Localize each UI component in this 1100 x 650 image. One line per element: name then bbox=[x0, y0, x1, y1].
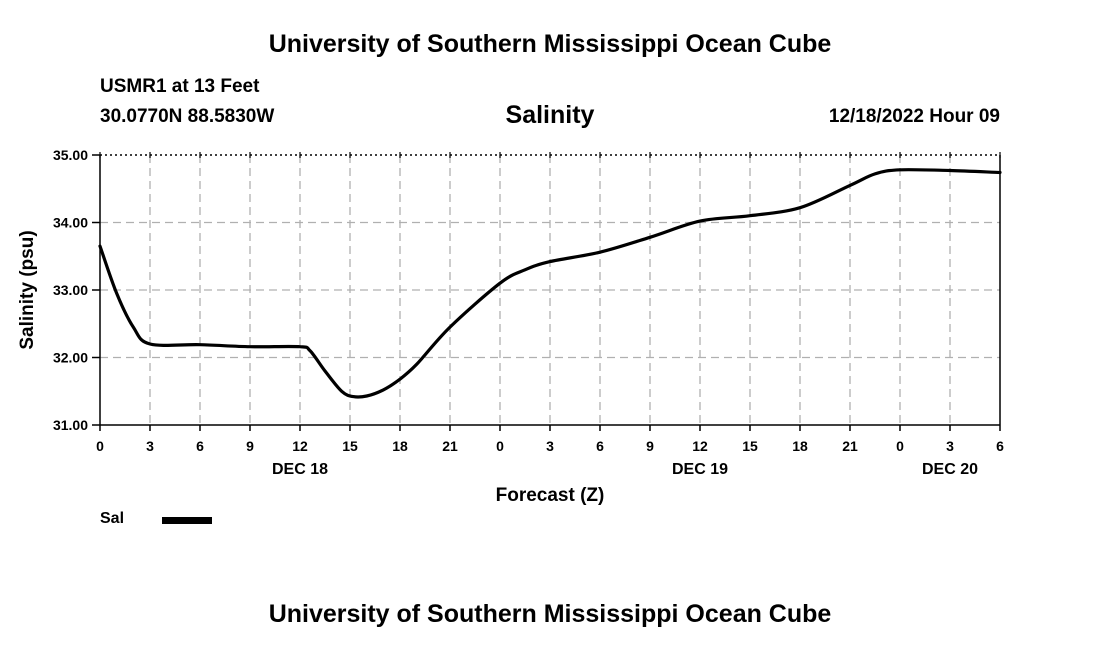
x-tick-label: 18 bbox=[392, 438, 408, 454]
x-tick-label: 21 bbox=[842, 438, 858, 454]
y-tick-label: 32.00 bbox=[53, 350, 88, 366]
x-tick-label: 6 bbox=[996, 438, 1004, 454]
x-tick-label: 9 bbox=[646, 438, 654, 454]
axis-ticks bbox=[92, 152, 1001, 431]
station-label: USMR1 at 13 Feet bbox=[100, 76, 260, 97]
x-tick-label: 12 bbox=[292, 438, 308, 454]
x-tick-label: 3 bbox=[546, 438, 554, 454]
series-line-sal bbox=[98, 168, 1002, 399]
date-label: DEC 18 bbox=[272, 461, 328, 478]
x-tick-label: 6 bbox=[596, 438, 604, 454]
date-label: DEC 20 bbox=[922, 461, 978, 478]
y-tick-label: 35.00 bbox=[53, 147, 88, 163]
legend-label: Sal bbox=[100, 510, 125, 527]
x-tick-label: 0 bbox=[496, 438, 504, 454]
x-tick-label: 3 bbox=[146, 438, 154, 454]
y-tick-label: 31.00 bbox=[53, 417, 88, 433]
x-tick-label: 18 bbox=[792, 438, 808, 454]
x-tick-label: 12 bbox=[692, 438, 708, 454]
series-layer bbox=[98, 168, 1002, 399]
axis-labels: 0 3 6 9 12 15 18 21 0 3 6 9 12 15 18 21 0 3 6 31.00 32.00 33.… bbox=[17, 147, 1004, 506]
x-tick-label: 0 bbox=[96, 438, 104, 454]
date-label: DEC 19 bbox=[672, 461, 728, 478]
legend-line-swatch bbox=[162, 517, 212, 524]
x-tick-label: 3 bbox=[946, 438, 954, 454]
chart-title: Salinity bbox=[505, 101, 595, 129]
x-tick-label: 21 bbox=[442, 438, 458, 454]
footer-title: University of Southern Mississippi Ocean… bbox=[268, 600, 832, 628]
x-tick-label: 6 bbox=[196, 438, 204, 454]
y-axis-title: Salinity (psu) bbox=[17, 230, 38, 349]
x-tick-label: 15 bbox=[742, 438, 758, 454]
grid-lines bbox=[100, 155, 1000, 425]
x-axis-title: Forecast (Z) bbox=[496, 485, 605, 506]
y-tick-label: 33.00 bbox=[53, 282, 88, 298]
x-tick-label: 9 bbox=[246, 438, 254, 454]
x-tick-label: 15 bbox=[342, 438, 358, 454]
page-title: University of Southern Mississippi Ocean… bbox=[268, 30, 832, 58]
forecast-datetime: 12/18/2022 Hour 09 bbox=[828, 106, 1000, 127]
x-tick-label: 0 bbox=[896, 438, 904, 454]
station-coordinates: 30.0770N 88.5830W bbox=[100, 106, 275, 127]
y-tick-label: 34.00 bbox=[53, 215, 88, 231]
